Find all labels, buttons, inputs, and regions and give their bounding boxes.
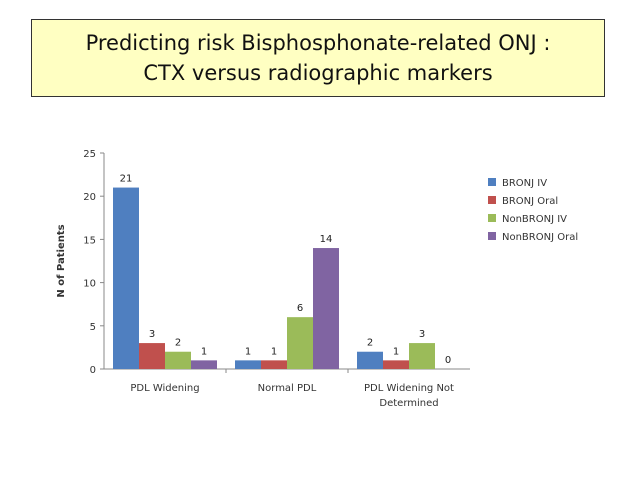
- bar-value-label: 3: [419, 329, 425, 340]
- bar-bronj-iv: [357, 351, 383, 369]
- bar-value-label: 2: [175, 338, 181, 349]
- legend-label: NonBRONJ Oral: [502, 232, 578, 243]
- x-category-label: PDL Widening Not Determined: [364, 383, 454, 409]
- chart-bars: [113, 187, 435, 369]
- legend-swatch: [488, 232, 496, 240]
- bar-value-label: 1: [271, 346, 277, 357]
- bar-value-label: 0: [445, 355, 451, 366]
- legend-label: BRONJ Oral: [502, 196, 558, 207]
- bar-value-label: 3: [149, 329, 155, 340]
- bar-value-label: 21: [120, 174, 133, 185]
- bar-bronj-oral: [261, 360, 287, 369]
- slide-title-box: Predicting risk Bisphosphonate-related O…: [31, 19, 605, 97]
- bar-value-label: 1: [245, 346, 251, 357]
- y-axis-label: N of Patients: [56, 224, 67, 297]
- legend-swatch: [488, 178, 496, 186]
- bar-value-label: 1: [201, 346, 207, 357]
- bar-nonbronj-oral: [313, 248, 339, 369]
- slide-title-line-1: Predicting risk Bisphosphonate-related O…: [85, 31, 551, 55]
- legend-label: BRONJ IV: [502, 178, 547, 189]
- bar-nonbronj-iv: [409, 343, 435, 369]
- x-category-label: PDL Widening: [130, 383, 199, 394]
- bar-nonbronj-oral: [191, 360, 217, 369]
- bar-value-label: 2: [367, 338, 373, 349]
- y-tick-label: 20: [83, 192, 96, 203]
- legend-label: NonBRONJ IV: [502, 214, 567, 225]
- bar-nonbronj-iv: [165, 351, 191, 369]
- bar-bronj-oral: [383, 360, 409, 369]
- bar-value-label: 14: [320, 234, 333, 245]
- legend-swatch: [488, 196, 496, 204]
- bar-nonbronj-iv: [287, 317, 313, 369]
- bar-bronj-iv: [235, 360, 261, 369]
- y-tick-label: 0: [90, 365, 96, 376]
- bar-value-label: 1: [393, 346, 399, 357]
- bar-value-label: 6: [297, 303, 303, 314]
- bar-bronj-oral: [139, 343, 165, 369]
- legend-swatch: [488, 214, 496, 222]
- y-tick-label: 15: [83, 235, 96, 246]
- chart-legend: BRONJ IV BRONJ Oral NonBRONJ IV NonBRONJ Or…: [488, 178, 578, 243]
- slide-title-line-2: CTX versus radiographic markers: [143, 61, 493, 85]
- x-category-label: Normal PDL: [258, 383, 317, 394]
- y-tick-label: 5: [90, 322, 96, 333]
- y-tick-label: 10: [83, 279, 96, 290]
- y-tick-label: 25: [83, 149, 96, 160]
- bar-bronj-iv: [113, 187, 139, 369]
